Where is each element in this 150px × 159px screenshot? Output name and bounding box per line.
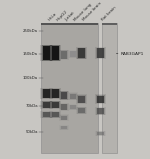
Bar xyxy=(60,125,68,130)
Bar xyxy=(96,48,105,58)
Text: HepG2: HepG2 xyxy=(56,10,69,22)
Bar xyxy=(96,131,105,135)
Bar xyxy=(76,47,87,59)
Bar xyxy=(95,107,106,115)
Bar xyxy=(95,47,106,59)
Bar xyxy=(43,46,50,60)
Bar xyxy=(61,126,67,129)
Bar xyxy=(61,104,67,110)
Bar xyxy=(51,46,59,60)
Bar xyxy=(77,95,86,103)
Text: Jurkat: Jurkat xyxy=(65,11,76,22)
Bar xyxy=(42,45,51,61)
Text: 150kDa: 150kDa xyxy=(23,52,38,55)
Bar xyxy=(60,51,68,59)
Bar xyxy=(49,111,61,118)
Bar xyxy=(97,96,104,103)
Bar xyxy=(50,45,60,61)
Bar xyxy=(43,102,50,108)
Bar xyxy=(68,104,78,110)
Bar xyxy=(59,114,69,121)
Text: 70kDa: 70kDa xyxy=(25,104,38,108)
Bar xyxy=(40,101,53,109)
Bar xyxy=(68,93,78,100)
Bar xyxy=(59,125,69,130)
Text: Mouse brain: Mouse brain xyxy=(82,2,103,22)
Bar xyxy=(40,88,53,99)
Bar xyxy=(102,23,117,153)
Bar xyxy=(60,91,68,100)
Bar xyxy=(61,116,67,120)
Text: RAB3GAP1: RAB3GAP1 xyxy=(121,52,144,55)
Text: HeLa: HeLa xyxy=(47,12,57,22)
Bar xyxy=(41,23,98,25)
Bar xyxy=(69,51,77,58)
Bar xyxy=(78,96,85,103)
Bar xyxy=(70,105,75,109)
Text: 50kDa: 50kDa xyxy=(25,130,38,134)
Bar xyxy=(70,51,75,57)
Bar xyxy=(42,101,51,108)
Bar xyxy=(69,105,77,110)
Bar xyxy=(49,45,61,61)
Bar xyxy=(41,23,98,153)
Bar xyxy=(50,101,60,108)
Bar xyxy=(76,94,87,104)
Bar xyxy=(42,89,51,98)
Bar xyxy=(59,91,69,100)
Bar xyxy=(70,94,75,99)
Bar xyxy=(49,101,61,109)
Bar xyxy=(102,23,117,25)
Bar xyxy=(78,108,85,113)
Bar xyxy=(77,107,86,114)
Bar xyxy=(42,112,51,118)
Bar xyxy=(61,92,67,99)
Bar xyxy=(60,115,68,120)
Bar xyxy=(43,112,50,117)
Bar xyxy=(97,48,104,58)
Bar xyxy=(59,103,69,111)
Bar xyxy=(60,104,68,110)
Text: 250kDa: 250kDa xyxy=(23,29,38,33)
Bar xyxy=(95,94,106,104)
Bar xyxy=(95,131,106,136)
Bar xyxy=(77,48,86,59)
Bar xyxy=(50,89,60,98)
Bar xyxy=(97,108,104,114)
Bar xyxy=(96,108,105,115)
Bar xyxy=(51,89,59,98)
Bar xyxy=(40,45,53,61)
Bar xyxy=(96,95,105,103)
Bar xyxy=(51,102,59,108)
Bar xyxy=(61,51,67,59)
Bar xyxy=(68,50,78,58)
Bar xyxy=(40,111,53,118)
Bar xyxy=(49,88,61,99)
Bar xyxy=(76,107,87,114)
Bar xyxy=(78,48,85,58)
Bar xyxy=(50,112,60,118)
Text: 100kDa: 100kDa xyxy=(23,76,38,80)
Text: Rat brain: Rat brain xyxy=(101,6,117,22)
Bar xyxy=(43,89,50,98)
Bar xyxy=(97,132,104,135)
Bar xyxy=(51,112,59,117)
Text: Mouse lung: Mouse lung xyxy=(74,3,93,22)
Bar xyxy=(59,50,69,60)
Bar xyxy=(69,93,77,100)
